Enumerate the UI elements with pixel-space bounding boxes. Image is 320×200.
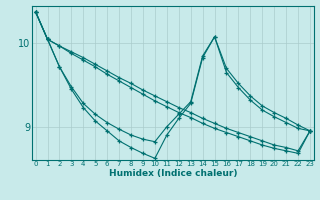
X-axis label: Humidex (Indice chaleur): Humidex (Indice chaleur) <box>108 169 237 178</box>
